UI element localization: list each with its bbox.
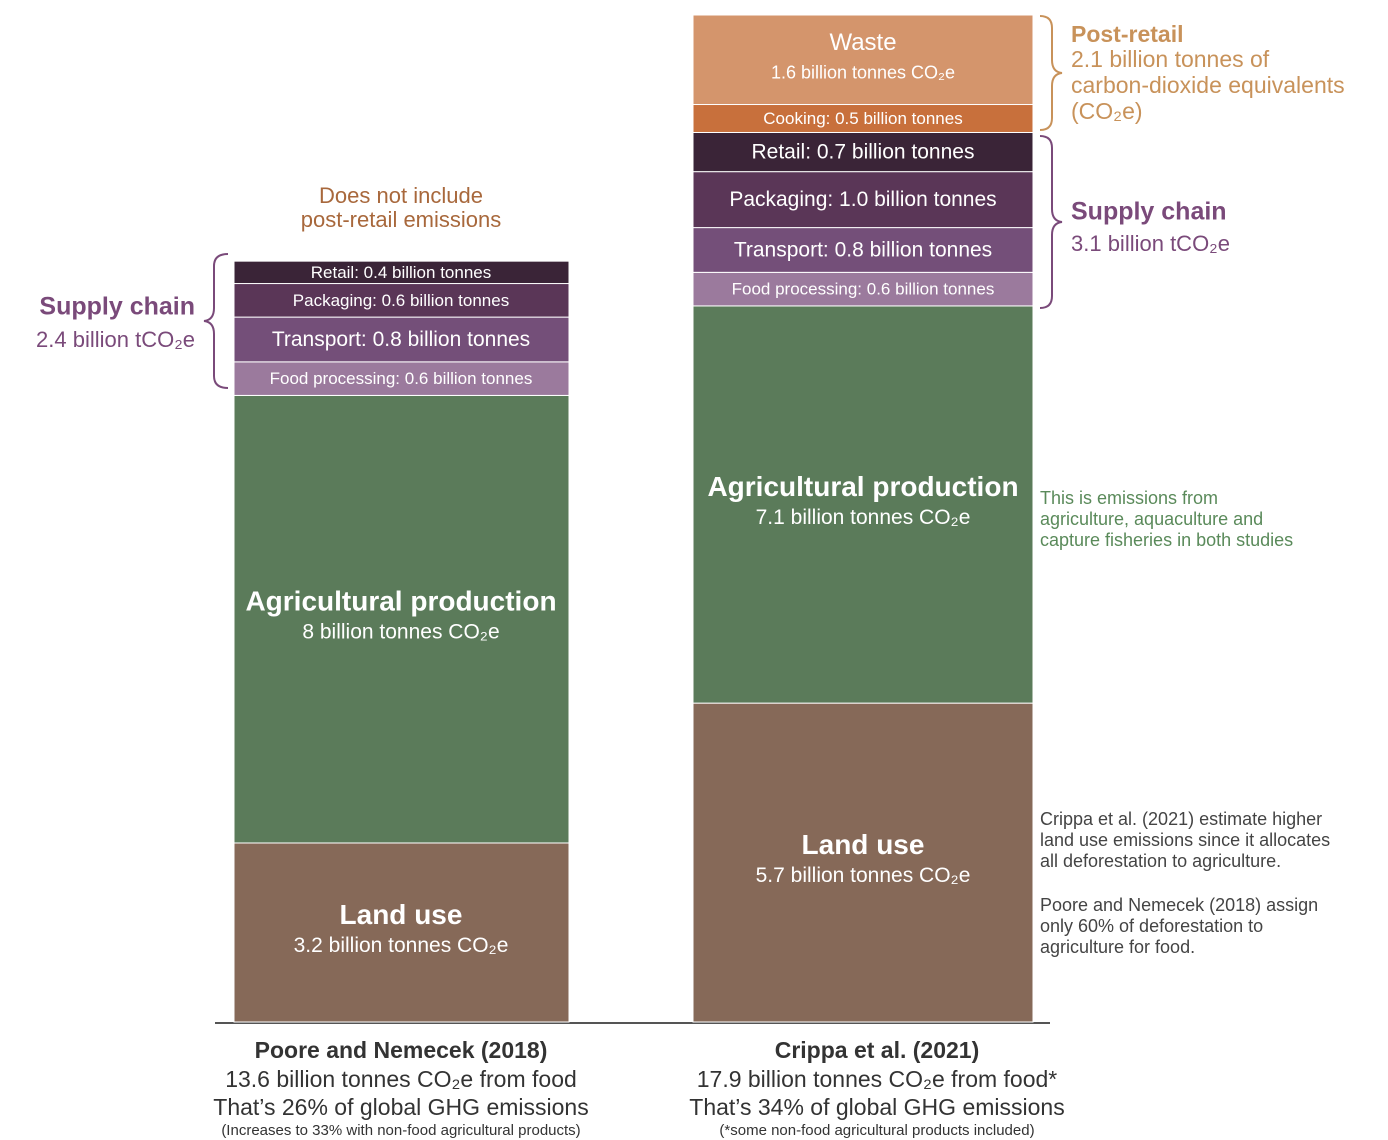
annotation: (CO₂e) (1071, 98, 1143, 124)
data-label: Food processing: 0.6 billion tonnes (270, 369, 533, 388)
bar-segment (233, 361, 570, 396)
annotation: capture fisheries in both studies (1040, 530, 1293, 550)
data-label: 8 billion tonnes CO₂e (302, 621, 499, 644)
annotation: agriculture, aquaculture and (1040, 509, 1263, 529)
bar-segment (692, 171, 1034, 229)
data-label: 3.2 billion tonnes CO₂e (294, 934, 509, 957)
annotation: agriculture for food. (1040, 937, 1195, 957)
bar-segment (692, 131, 1034, 173)
data-label: Packaging: 1.0 billion tonnes (729, 188, 996, 211)
bar-segment (233, 260, 570, 285)
data-label: 7.1 billion tonnes CO₂e (756, 506, 971, 529)
bar-segment (692, 305, 1034, 704)
bar-segment (692, 227, 1034, 273)
category-note: 17.9 billion tonnes CO₂e from food* (697, 1066, 1058, 1092)
annotation: carbon-dioxide equivalents (1071, 72, 1345, 98)
bar-segment (692, 14, 1034, 106)
annotation: Crippa et al. (2021) estimate higher (1040, 809, 1322, 829)
brace (1039, 15, 1063, 131)
data-label: Food processing: 0.6 billion tonnes (732, 280, 995, 299)
data-label: Cooking: 0.5 billion tonnes (763, 109, 962, 128)
annotation: all deforestation to agriculture. (1040, 851, 1281, 871)
annotation: land use emissions since it allocates (1040, 830, 1330, 850)
brace (203, 253, 229, 389)
bar-segment (233, 842, 570, 1023)
category-note: (Increases to 33% with non-food agricult… (221, 1122, 580, 1139)
annotation: 2.4 billion tCO₂e (36, 327, 195, 352)
segment-name: Waste (829, 29, 896, 56)
data-label: 1.6 billion tonnes CO₂e (771, 63, 955, 83)
annotation: 3.1 billion tCO₂e (1071, 231, 1230, 256)
annotation: Does not include (319, 183, 483, 208)
segment-name: Land use (802, 829, 925, 860)
category-label: Poore and Nemecek (2018) (255, 1037, 548, 1063)
annotation-title: Post-retail (1071, 21, 1183, 47)
annotation: 2.1 billion tonnes of (1071, 46, 1270, 72)
annotation: This is emissions from (1040, 488, 1218, 508)
category-note: 13.6 billion tonnes CO₂e from food (225, 1066, 577, 1092)
data-label: Retail: 0.4 billion tonnes (311, 263, 492, 282)
segment-name: Land use (340, 899, 463, 930)
bar-segment (233, 394, 570, 844)
data-label: Transport: 0.8 billion tonnes (734, 239, 992, 262)
bar-segment (692, 104, 1034, 133)
annotation: Poore and Nemecek (2018) assign (1040, 895, 1318, 915)
segment-name: Agricultural production (707, 471, 1018, 502)
category-note: That’s 26% of global GHG emissions (213, 1094, 588, 1120)
brace (1039, 135, 1063, 309)
category-note: (*some non-food agricultural products in… (719, 1122, 1034, 1139)
category-note: That’s 34% of global GHG emissions (689, 1094, 1064, 1120)
annotation: post-retail emissions (301, 207, 502, 232)
annotation-title: Supply chain (39, 293, 195, 321)
bar-segment (692, 271, 1034, 307)
category-label: Crippa et al. (2021) (775, 1037, 980, 1063)
annotation-title: Supply chain (1071, 198, 1227, 226)
segment-name: Agricultural production (245, 586, 556, 617)
data-label: Retail: 0.7 billion tonnes (752, 141, 975, 164)
bar-segment (233, 316, 570, 363)
data-label: 5.7 billion tonnes CO₂e (756, 864, 971, 887)
data-label: Transport: 0.8 billion tonnes (272, 328, 530, 351)
annotation: only 60% of deforestation to (1040, 916, 1263, 936)
data-label: Packaging: 0.6 billion tonnes (293, 291, 509, 310)
bar-segment (692, 702, 1034, 1023)
